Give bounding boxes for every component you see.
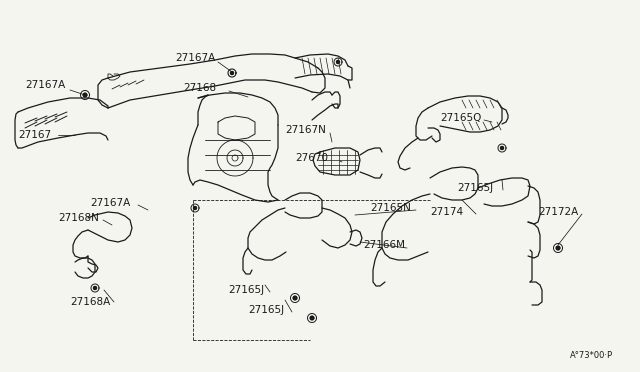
Polygon shape: [193, 206, 196, 209]
Text: 27165J: 27165J: [457, 183, 493, 193]
Text: 27167A: 27167A: [90, 198, 131, 208]
Text: 27165J: 27165J: [248, 305, 284, 315]
Polygon shape: [500, 147, 504, 150]
Text: A°73*00·P: A°73*00·P: [570, 350, 613, 359]
Text: 27165N: 27165N: [370, 203, 411, 213]
Polygon shape: [293, 296, 297, 300]
Text: 27670: 27670: [295, 153, 328, 163]
Polygon shape: [337, 61, 339, 64]
Text: 27167A: 27167A: [25, 80, 65, 90]
Text: 27165J: 27165J: [228, 285, 264, 295]
Polygon shape: [556, 246, 560, 250]
Text: 27165Q: 27165Q: [440, 113, 481, 123]
Text: 27167: 27167: [18, 130, 51, 140]
Text: 27172A: 27172A: [538, 207, 579, 217]
Text: 27168A: 27168A: [70, 297, 110, 307]
Text: 27168: 27168: [183, 83, 216, 93]
Polygon shape: [230, 71, 234, 74]
Polygon shape: [83, 93, 87, 97]
Polygon shape: [310, 316, 314, 320]
Text: 27167N: 27167N: [285, 125, 326, 135]
Text: 27174: 27174: [430, 207, 463, 217]
Text: 27167A: 27167A: [175, 53, 215, 63]
Polygon shape: [93, 286, 97, 289]
Text: 27166M: 27166M: [363, 240, 405, 250]
Text: 27168N: 27168N: [58, 213, 99, 223]
